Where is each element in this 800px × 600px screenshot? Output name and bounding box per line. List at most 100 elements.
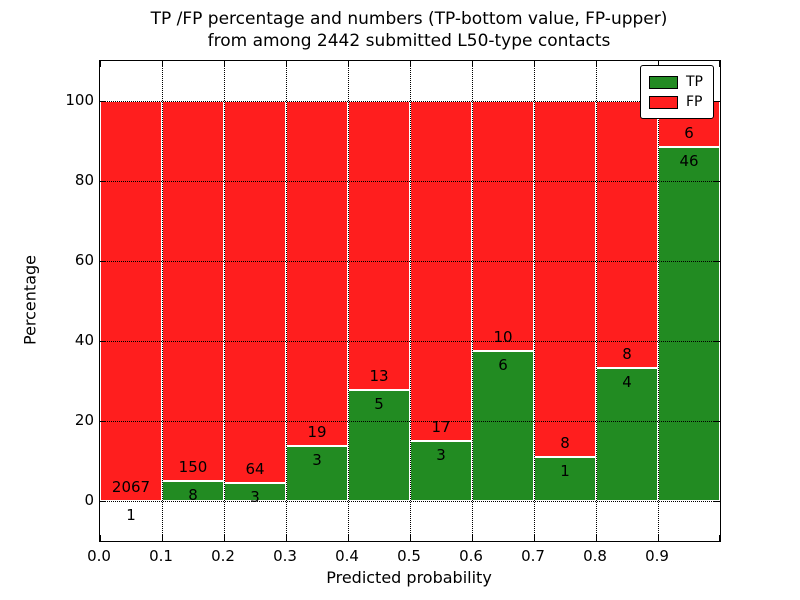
x-tick-mark bbox=[100, 61, 101, 67]
x-tick-label: 0.1 bbox=[149, 547, 173, 565]
x-tick-mark bbox=[162, 61, 163, 67]
y-tick-mark bbox=[714, 421, 720, 422]
y-tick-mark bbox=[714, 501, 720, 502]
y-tick-mark bbox=[100, 181, 106, 182]
bar-fp bbox=[286, 101, 348, 447]
x-tick-mark bbox=[658, 535, 659, 541]
bar-fp bbox=[100, 101, 162, 501]
tp-count-label: 4 bbox=[622, 372, 632, 391]
x-tick-mark bbox=[472, 535, 473, 541]
chart-title-line1: TP /FP percentage and numbers (TP-bottom… bbox=[150, 9, 668, 29]
fp-legend-label: FP bbox=[686, 94, 703, 110]
v-gridline bbox=[224, 61, 225, 541]
y-tick-label: 20 bbox=[74, 411, 94, 429]
bar-fp bbox=[472, 101, 534, 351]
x-tick-mark bbox=[224, 535, 225, 541]
y-tick-mark bbox=[100, 101, 106, 102]
legend-item-tp: TP bbox=[649, 72, 703, 92]
bar-fp bbox=[410, 101, 472, 441]
v-gridline bbox=[596, 61, 597, 541]
bar-fp bbox=[224, 101, 286, 484]
bar-fp bbox=[348, 101, 410, 390]
fp-count-label: 19 bbox=[307, 423, 327, 442]
fp-count-label: 17 bbox=[431, 418, 451, 436]
x-tick-mark bbox=[348, 61, 349, 67]
v-gridline bbox=[286, 61, 287, 541]
bar-fp bbox=[534, 101, 596, 457]
x-tick-label: 0.3 bbox=[273, 547, 297, 565]
x-tick-mark bbox=[162, 535, 163, 541]
x-tick-label: 0.9 bbox=[645, 547, 669, 565]
x-tick-label: 0.5 bbox=[397, 547, 421, 565]
fp-count-label: 2067 bbox=[111, 477, 151, 496]
legend-item-fp: FP bbox=[649, 92, 703, 112]
tp-count-label: 3 bbox=[312, 451, 322, 470]
x-tick-label: 0.4 bbox=[335, 547, 359, 565]
plot-area: 2067 1 150 8 64 3 19 3 13 5 17 3 10 6 8 1 8 4 6 46 TP FP bbox=[99, 60, 721, 542]
fp-count-label: 10 bbox=[493, 328, 513, 346]
x-tick-label: 0.8 bbox=[583, 547, 607, 565]
y-tick-mark bbox=[714, 101, 720, 102]
fp-legend-swatch bbox=[649, 95, 678, 109]
x-tick-mark bbox=[410, 61, 411, 67]
bar-fp bbox=[162, 101, 224, 481]
bar-tp bbox=[286, 446, 348, 501]
x-tick-mark bbox=[658, 61, 659, 67]
legend: TP FP bbox=[640, 65, 714, 119]
x-tick-mark bbox=[596, 535, 597, 541]
y-tick-mark bbox=[714, 261, 720, 262]
x-tick-mark bbox=[719, 535, 720, 541]
x-axis-label: Predicted probability bbox=[326, 568, 492, 587]
y-tick-label: 40 bbox=[74, 331, 94, 349]
tp-count-label: 1 bbox=[126, 505, 136, 524]
y-tick-label: 80 bbox=[74, 171, 94, 189]
tp-count-label: 1 bbox=[560, 461, 570, 480]
fp-count-label: 64 bbox=[245, 460, 265, 479]
bar-tp bbox=[534, 456, 596, 501]
tp-legend-swatch bbox=[649, 75, 678, 89]
bar-tp bbox=[472, 351, 534, 501]
fp-count-label: 8 bbox=[622, 344, 632, 363]
v-gridline bbox=[534, 61, 535, 541]
tp-count-label: 6 bbox=[498, 356, 508, 374]
x-tick-mark bbox=[534, 61, 535, 67]
x-tick-mark bbox=[348, 535, 349, 541]
x-tick-mark bbox=[596, 61, 597, 67]
tp-count-label: 3 bbox=[436, 446, 446, 464]
x-tick-mark bbox=[224, 61, 225, 67]
tp-legend-label: TP bbox=[686, 74, 703, 90]
x-tick-mark bbox=[719, 61, 720, 67]
x-tick-mark bbox=[410, 535, 411, 541]
v-gridline bbox=[472, 61, 473, 541]
x-tick-label: 0.7 bbox=[521, 547, 545, 565]
bar-tp bbox=[658, 147, 720, 501]
y-tick-mark bbox=[100, 261, 106, 262]
v-gridline bbox=[410, 61, 411, 541]
y-tick-mark bbox=[714, 341, 720, 342]
fp-count-label: 150 bbox=[178, 457, 208, 476]
v-gridline bbox=[162, 61, 163, 541]
x-tick-mark bbox=[472, 61, 473, 67]
x-tick-label: 0.2 bbox=[211, 547, 235, 565]
chart-title-line2: from among 2442 submitted L50-type conta… bbox=[207, 31, 611, 51]
fp-count-label: 13 bbox=[369, 366, 389, 385]
fp-count-label: 6 bbox=[684, 124, 694, 143]
v-gridline bbox=[658, 61, 659, 541]
y-tick-mark bbox=[100, 341, 106, 342]
y-tick-mark bbox=[714, 181, 720, 182]
x-tick-mark bbox=[534, 535, 535, 541]
x-tick-label: 0.6 bbox=[459, 547, 483, 565]
y-tick-mark bbox=[100, 501, 106, 502]
y-tick-label: 0 bbox=[84, 491, 94, 509]
x-tick-mark bbox=[100, 535, 101, 541]
tp-count-label: 5 bbox=[374, 394, 384, 413]
bar-fp bbox=[596, 101, 658, 368]
y-tick-label: 100 bbox=[65, 91, 94, 109]
tp-count-label: 3 bbox=[250, 488, 260, 507]
tp-count-label: 46 bbox=[679, 152, 699, 171]
x-tick-mark bbox=[286, 61, 287, 67]
x-tick-label: 0.0 bbox=[87, 547, 111, 565]
x-tick-mark bbox=[286, 535, 287, 541]
y-tick-label: 60 bbox=[74, 251, 94, 269]
